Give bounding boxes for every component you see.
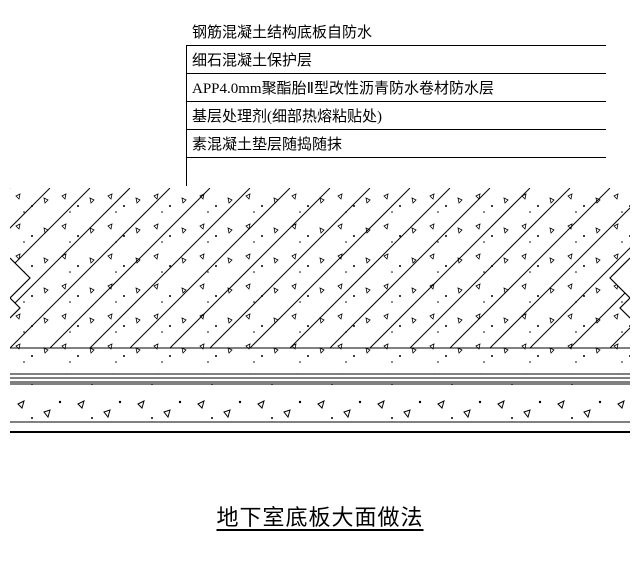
section-svg <box>10 188 630 456</box>
label-row: 基层处理剂(细部热熔粘贴处) <box>186 102 606 130</box>
label-row: 细石混凝土保护层 <box>186 46 606 74</box>
cross-section <box>10 188 630 456</box>
diagram-container: 钢筋混凝土结构底板自防水 细石混凝土保护层 APP4.0mm聚酯胎Ⅱ型改性沥青防… <box>10 10 630 552</box>
diagram-title: 地下室底板大面做法 <box>10 500 630 532</box>
label-row: 素混凝土垫层随捣随抹 <box>186 130 606 158</box>
leader-line <box>186 46 187 186</box>
label-row: APP4.0mm聚酯胎Ⅱ型改性沥青防水卷材防水层 <box>186 74 606 102</box>
label-row: 钢筋混凝土结构底板自防水 <box>186 18 606 46</box>
layer-labels: 钢筋混凝土结构底板自防水 细石混凝土保护层 APP4.0mm聚酯胎Ⅱ型改性沥青防… <box>186 18 606 158</box>
